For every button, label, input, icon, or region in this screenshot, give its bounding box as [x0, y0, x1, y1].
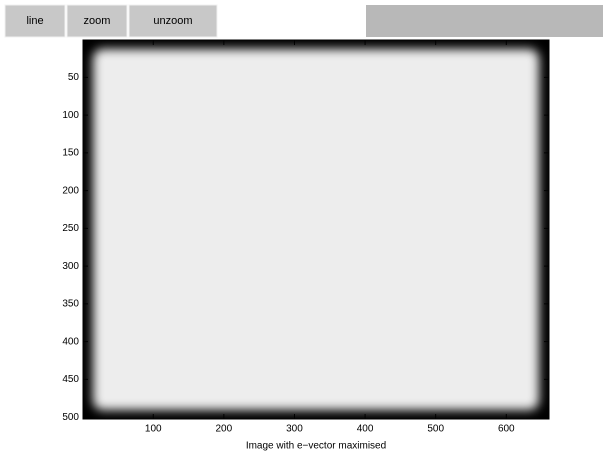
y-tick-label: 350: [62, 299, 79, 310]
y-tick-label: 50: [68, 72, 80, 83]
figure: line zoom unzoom Image with e−vector max…: [0, 0, 603, 457]
button-label[interactable]: zoom: [84, 15, 111, 27]
x-tick-label: 200: [216, 424, 233, 435]
y-tick-label: 500: [62, 412, 79, 423]
button-label[interactable]: line: [26, 15, 43, 27]
y-tick-label: 400: [62, 336, 79, 347]
toolbar: line zoom unzoom: [5, 5, 603, 37]
y-tick-label: 150: [62, 148, 79, 159]
x-tick-label: 600: [498, 424, 515, 435]
y-tick-label: 200: [62, 185, 79, 196]
image-content: [93, 49, 539, 410]
page: line zoom unzoom Image with e−vector max…: [0, 0, 603, 457]
x-tick-label: 400: [357, 424, 374, 435]
x-axis-label: Image with e−vector maximised: [246, 441, 386, 452]
x-tick-label: 100: [145, 424, 162, 435]
panel: [366, 5, 603, 37]
image: [83, 40, 549, 419]
x-tick-label: 500: [427, 424, 444, 435]
y-tick-label: 100: [62, 110, 79, 121]
y-tick-label: 250: [62, 223, 79, 234]
button-label[interactable]: unzoom: [153, 15, 192, 27]
y-tick-label: 450: [62, 374, 79, 385]
y-tick-label: 300: [62, 261, 79, 272]
x-tick-label: 300: [286, 424, 303, 435]
